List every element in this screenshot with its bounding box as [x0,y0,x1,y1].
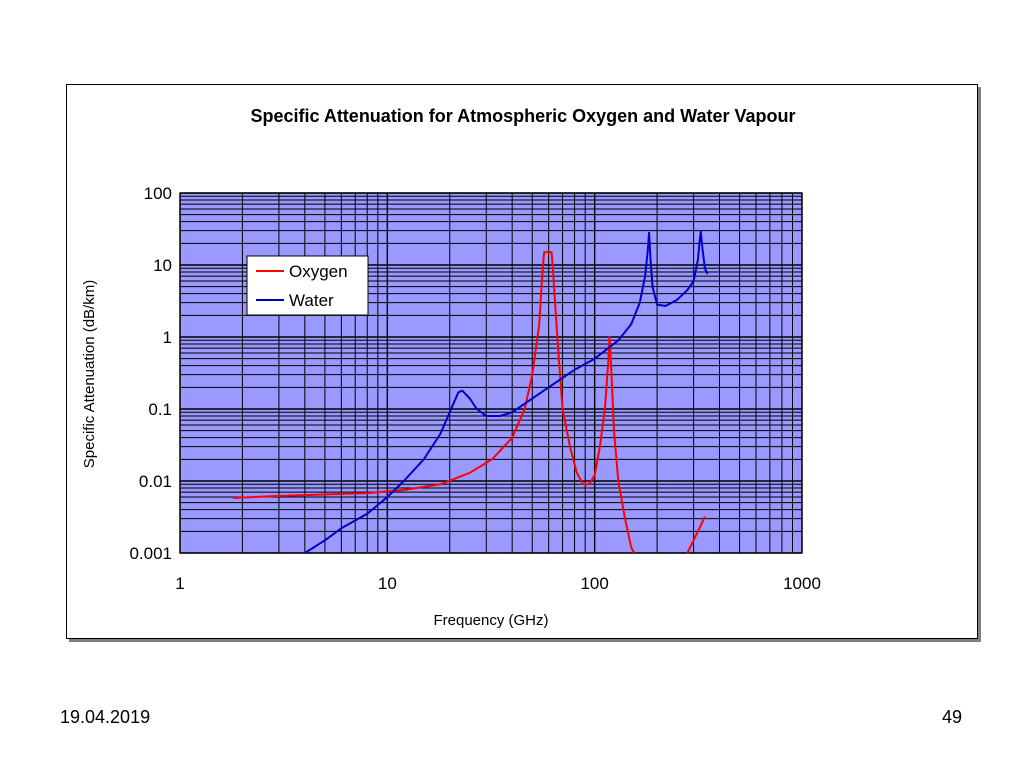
series-line-water [304,230,709,554]
legend-label-oxygen: Oxygen [289,262,348,281]
series-line-oxygen [686,516,706,554]
y-tick-labels: 0.001 0.01 0.1 1 10 100 [129,184,172,563]
series-line-oxygen [232,251,635,554]
chart-title: Specific Attenuation for Atmospheric Oxy… [250,106,795,126]
legend: Oxygen Water [246,255,369,316]
x-tick-label: 1 [175,574,184,593]
y-tick-label: 0.001 [129,544,172,563]
y-tick-label: 1 [163,328,172,347]
y-tick-label: 0.01 [139,472,172,491]
chart-frame: Specific Attenuation for Atmospheric Oxy… [66,84,978,639]
y-tick-label: 0.1 [148,400,172,419]
series-layer [232,230,709,554]
grid-minor-horizontal [180,195,802,532]
slide-date: 19.04.2019 [60,707,151,727]
x-tick-label: 10 [378,574,397,593]
y-axis-label: Specific Attenuation (dB/km) [81,280,98,468]
slide-page-number: 49 [941,707,962,727]
y-tick-label: 10 [153,256,172,275]
grid-major-vertical [179,193,803,553]
legend-label-water: Water [289,291,334,310]
x-tick-label: 100 [580,574,608,593]
y-tick-label: 100 [144,184,172,203]
x-tick-label: 1000 [783,574,821,593]
x-axis-label: Frequency (GHz) [433,612,548,629]
x-tick-labels: 1 10 100 1000 [175,574,821,593]
plot-area [179,192,803,554]
chart-svg: Specific Attenuation for Atmospheric Oxy… [81,106,821,629]
legend-box [246,255,369,316]
